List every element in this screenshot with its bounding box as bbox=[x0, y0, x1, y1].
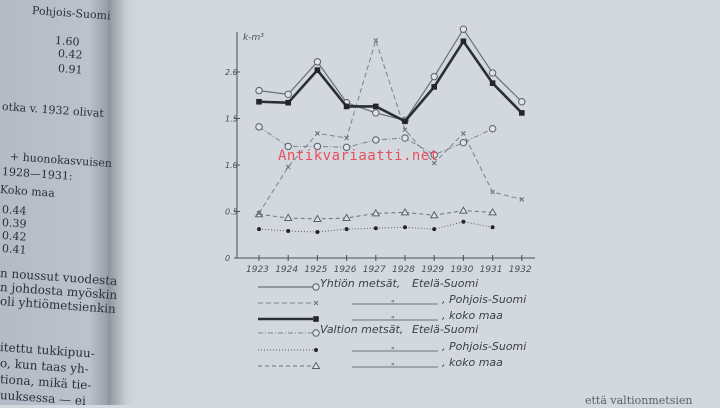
data-point bbox=[313, 142, 322, 151]
data-point bbox=[285, 164, 291, 170]
x-tick-label: 1927 bbox=[363, 265, 386, 275]
legend-region-6: , koko maa bbox=[442, 356, 503, 369]
data-point bbox=[488, 69, 497, 77]
y-axis-label: k-m³ bbox=[243, 33, 264, 43]
data-point bbox=[432, 227, 437, 232]
data-point bbox=[460, 38, 467, 45]
data-point bbox=[285, 99, 291, 106]
data-point bbox=[488, 207, 497, 216]
y-tick-label: 1.5 bbox=[225, 115, 238, 124]
data-point bbox=[255, 123, 263, 131]
data-point bbox=[402, 127, 408, 133]
legend-group2: Valtion metsät, bbox=[320, 323, 404, 336]
legend-region-2: , Pohjois-Suomi bbox=[442, 293, 527, 306]
x-tick-label: 1931 bbox=[480, 265, 503, 275]
legend-ditto-mark: " bbox=[391, 315, 395, 324]
data-point bbox=[315, 229, 320, 234]
legend-marker bbox=[313, 316, 319, 322]
left-page bbox=[0, 0, 112, 405]
legend-ditto-mark: " bbox=[391, 362, 395, 371]
data-point bbox=[255, 86, 263, 95]
data-point bbox=[459, 25, 468, 33]
data-point bbox=[313, 58, 322, 66]
x-tick-label: 1928 bbox=[392, 265, 415, 275]
legend-region-4: Etelä-Suomi bbox=[412, 323, 479, 336]
data-point bbox=[343, 103, 350, 110]
data-point bbox=[373, 226, 378, 231]
data-point bbox=[283, 213, 293, 222]
data-point bbox=[519, 197, 525, 202]
data-point bbox=[344, 135, 349, 141]
data-point bbox=[402, 118, 408, 125]
data-point bbox=[459, 138, 468, 147]
data-point bbox=[284, 142, 292, 151]
data-point bbox=[372, 136, 380, 144]
data-point bbox=[286, 229, 291, 234]
legend-marker bbox=[312, 283, 320, 291]
data-point bbox=[430, 151, 438, 159]
data-point bbox=[257, 227, 261, 232]
data-point bbox=[490, 189, 495, 195]
bottom-right-text: että valtionmetsien bbox=[585, 394, 693, 407]
data-point bbox=[429, 210, 439, 219]
y-tick-label: 0 bbox=[225, 254, 230, 263]
y-tick-label: 2.0 bbox=[225, 68, 238, 77]
legend-marker bbox=[312, 329, 320, 337]
data-point bbox=[284, 90, 292, 99]
x-tick-label: 1923 bbox=[246, 265, 269, 275]
data-point bbox=[490, 225, 495, 230]
data-point bbox=[459, 206, 468, 214]
data-point bbox=[430, 72, 438, 81]
x-tick-label: 1925 bbox=[304, 265, 327, 275]
legend-region-1: Etelä-Suomi bbox=[412, 277, 479, 290]
book-gutter bbox=[108, 0, 138, 405]
data-point bbox=[344, 227, 349, 232]
watermark: Antikvariaatti.net bbox=[278, 148, 439, 164]
data-point bbox=[314, 67, 321, 73]
data-point bbox=[431, 160, 437, 166]
data-point bbox=[315, 131, 320, 136]
legend-marker bbox=[311, 361, 321, 369]
data-point bbox=[400, 207, 410, 216]
data-point bbox=[403, 225, 407, 230]
y-tick-label: 0.5 bbox=[225, 208, 238, 217]
series-line bbox=[258, 28, 523, 122]
data-point bbox=[342, 213, 351, 222]
data-point bbox=[372, 109, 380, 117]
data-point bbox=[461, 131, 466, 136]
data-point bbox=[373, 103, 379, 110]
legend-region-5: , Pohjois-Suomi bbox=[442, 340, 527, 353]
series-line bbox=[258, 38, 523, 123]
data-point bbox=[256, 98, 262, 105]
legend-ditto-mark: " bbox=[391, 346, 395, 355]
data-point bbox=[342, 143, 351, 152]
legend-group1: Yhtiön metsät, bbox=[320, 277, 401, 290]
data-point bbox=[431, 84, 437, 90]
data-point bbox=[313, 214, 322, 222]
legend-region-3: , koko maa bbox=[442, 309, 503, 322]
legend-ditto-mark: " bbox=[391, 299, 395, 308]
series-line bbox=[258, 38, 522, 214]
data-point bbox=[371, 208, 381, 217]
data-point bbox=[518, 98, 526, 106]
x-tick-label: 1926 bbox=[334, 265, 357, 275]
data-point bbox=[256, 211, 262, 216]
data-point bbox=[488, 125, 497, 133]
data-point bbox=[519, 110, 525, 116]
data-point bbox=[489, 80, 496, 86]
legend-marker bbox=[314, 348, 318, 352]
x-tick-label: 1929 bbox=[421, 265, 444, 275]
data-point bbox=[461, 219, 466, 224]
x-tick-label: 1932 bbox=[509, 265, 532, 275]
x-tick-label: 1930 bbox=[450, 265, 473, 275]
data-point bbox=[401, 134, 409, 142]
data-point bbox=[373, 38, 379, 43]
legend-marker bbox=[313, 300, 319, 306]
x-tick-label: 1924 bbox=[275, 265, 298, 275]
y-tick-label: 1.0 bbox=[225, 161, 238, 170]
